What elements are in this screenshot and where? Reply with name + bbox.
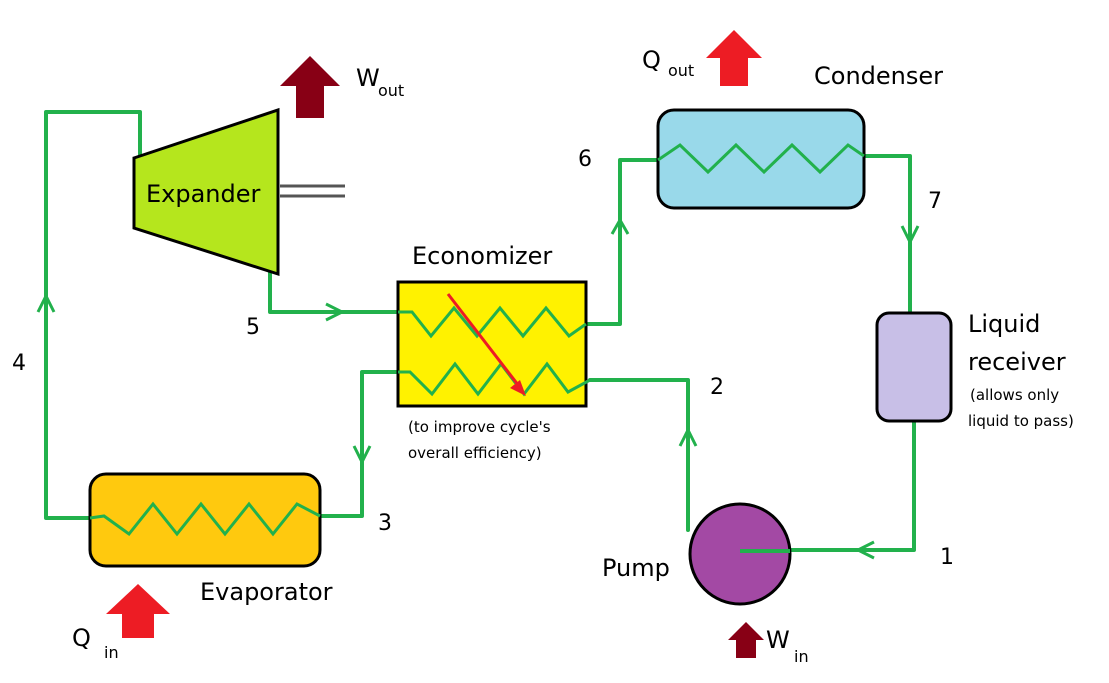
- heat-transfer-arrow-shaft: [446, 293, 524, 391]
- economizer-note-line2: overall efficiency): [408, 444, 542, 462]
- evaporator: Evaporator: [88, 472, 333, 606]
- evaporator-label: Evaporator: [200, 578, 333, 606]
- flow-arrow-down-line3: [352, 445, 372, 466]
- flow-arrow-up-line6: [610, 216, 630, 235]
- pipe-receiver-to-pump: [738, 420, 916, 552]
- condenser-label: Condenser: [814, 62, 943, 90]
- heat-in-arrow-icon: [106, 584, 170, 638]
- heat-out-subscript: out: [668, 61, 694, 80]
- state-point-4: 4: [12, 351, 26, 376]
- economizer-note-line1: (to improve cycle's: [408, 418, 551, 436]
- pipe-economizer-to-evaporator: [316, 370, 400, 518]
- heat-out-symbol: Q: [642, 46, 661, 74]
- pipe-pump-to-economizer: [588, 378, 690, 532]
- expander-label: Expander: [146, 180, 261, 208]
- state-point-7: 7: [928, 189, 942, 214]
- expander: Expander: [132, 107, 345, 277]
- economizer: Economizer (to improve cycle's overall e…: [396, 242, 591, 462]
- work-in-arrow-icon: [728, 622, 764, 658]
- pump-body: [688, 502, 792, 606]
- heat-in-subscript: in: [104, 643, 119, 662]
- heat-transfer-arrow-head: [510, 380, 526, 396]
- work-out-symbol: W: [356, 64, 380, 92]
- work-in-subscript: in: [794, 647, 809, 666]
- state-point-6: 6: [578, 147, 592, 172]
- evaporator-coil: [89, 501, 321, 537]
- heat-in-arrow: Q in: [72, 584, 170, 662]
- state-point-5: 5: [246, 315, 260, 340]
- heat-out-arrow-icon: [706, 30, 762, 86]
- pump: Pump: [602, 502, 792, 606]
- flow-arrow-up-line2: [678, 426, 698, 447]
- state-point-2: 2: [710, 375, 724, 400]
- economizer-cold-coil: [398, 361, 591, 397]
- flow-arrow-up-left-branch: [36, 292, 56, 313]
- pipe-economizer-to-condenser: [584, 158, 660, 326]
- state-point-1: 1: [940, 545, 954, 570]
- pipe-evaporator-to-expander: [44, 110, 142, 520]
- work-in-symbol: W: [766, 626, 790, 654]
- liquid-receiver-label-line1: Liquid: [968, 310, 1040, 338]
- pipe-expander-to-economizer: [268, 270, 400, 314]
- heat-in-symbol: Q: [72, 624, 91, 652]
- work-out-arrow-icon: [280, 56, 340, 118]
- piping: [44, 110, 916, 552]
- pump-label: Pump: [602, 554, 670, 582]
- condenser-coil: [657, 142, 865, 175]
- receiver-note-line2: liquid to pass): [968, 412, 1074, 430]
- economizer-body: [396, 280, 588, 408]
- condenser: Condenser: [656, 62, 943, 210]
- work-out-arrow: W out: [280, 56, 404, 118]
- work-in-arrow: W in: [728, 622, 809, 666]
- flow-arrow-left-line1: [854, 540, 875, 560]
- flow-arrows: [36, 216, 920, 560]
- state-point-labels: 1 2 3 4 5 6 7: [12, 147, 954, 570]
- receiver-note-line1: (allows only: [970, 386, 1059, 404]
- evaporator-body: [88, 472, 322, 568]
- liquid-receiver: Liquid receiver (allows only liquid to p…: [875, 310, 1074, 430]
- pipe-condenser-to-receiver: [860, 154, 912, 314]
- economizer-hot-coil: [398, 305, 587, 339]
- state-point-3: 3: [378, 511, 392, 536]
- heat-out-arrow: Q out: [642, 30, 762, 86]
- work-out-subscript: out: [378, 81, 404, 100]
- economizer-label: Economizer: [412, 242, 552, 270]
- expander-body: [132, 107, 280, 277]
- flow-arrow-down-line7: [900, 225, 920, 246]
- flow-arrow-right-line5: [325, 302, 346, 322]
- liquid-receiver-body: [875, 311, 953, 423]
- liquid-receiver-label-line2: receiver: [968, 348, 1066, 376]
